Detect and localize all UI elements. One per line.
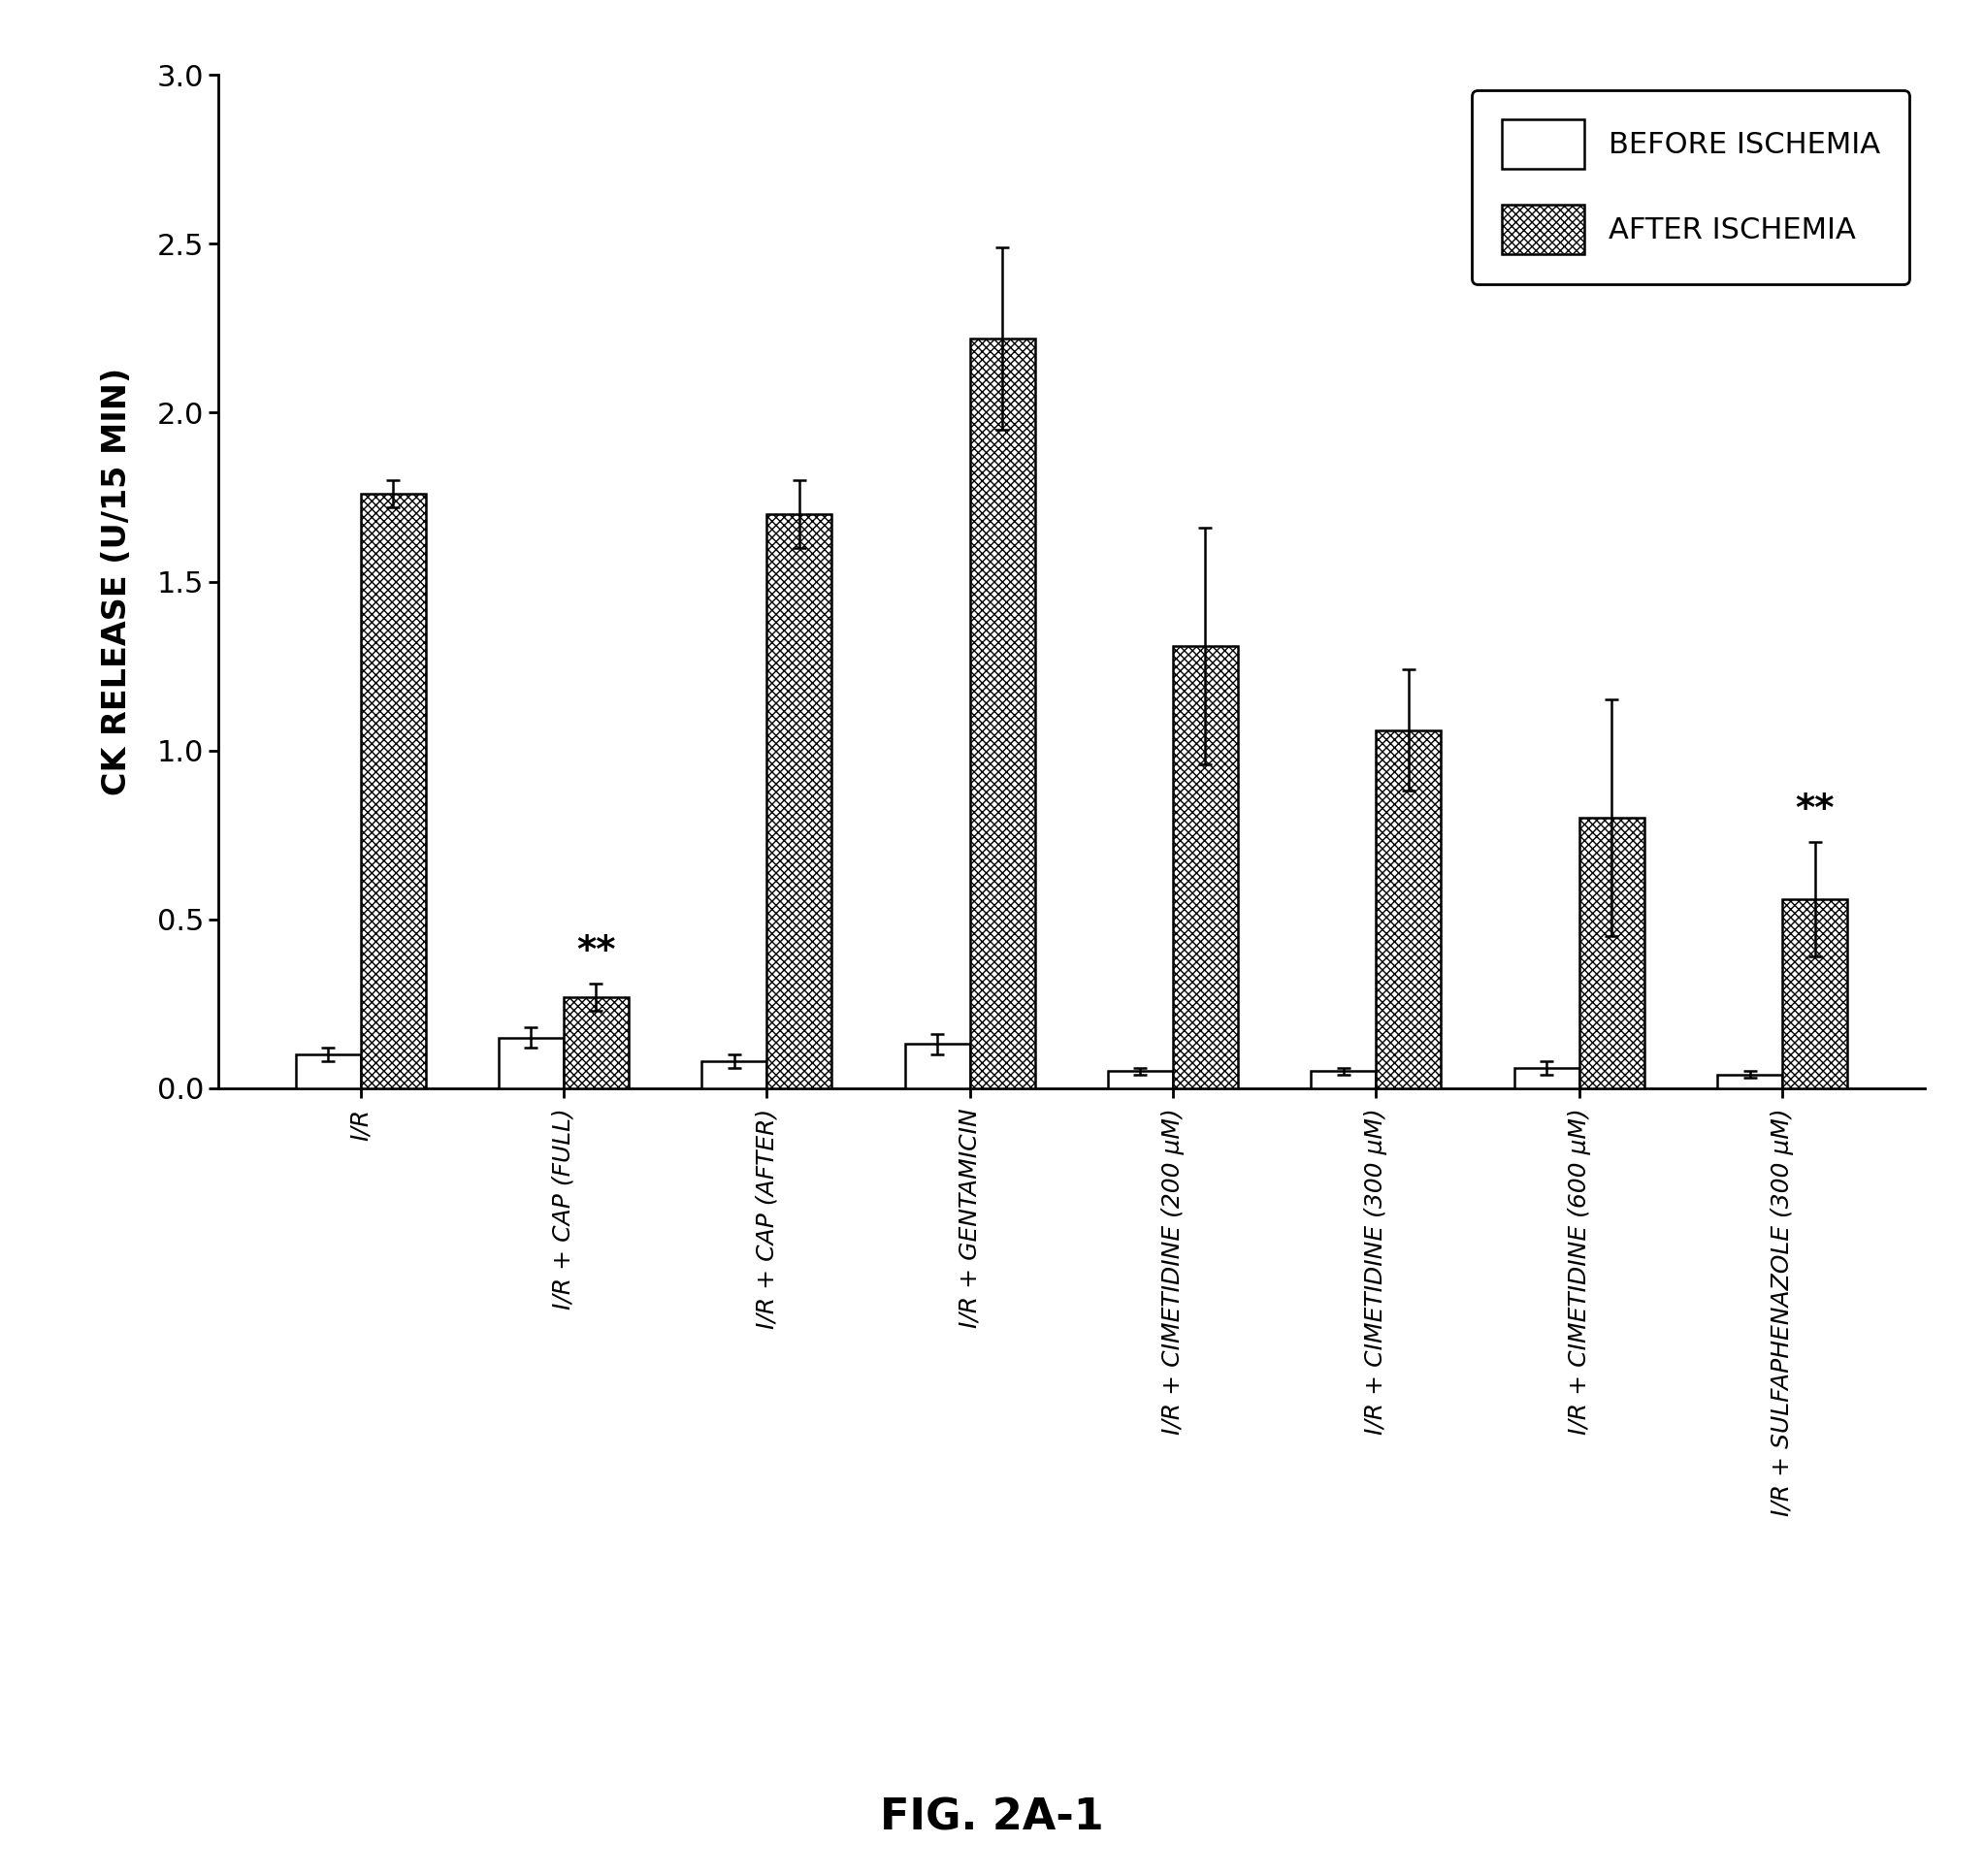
Bar bbox=[1107, 1071, 1173, 1088]
Bar bbox=[702, 1062, 766, 1088]
Bar bbox=[766, 514, 831, 1088]
Bar bbox=[1311, 1071, 1377, 1088]
Bar bbox=[361, 493, 425, 1088]
Bar bbox=[1718, 1075, 1782, 1088]
Bar bbox=[1782, 899, 1847, 1088]
Bar bbox=[1514, 1067, 1579, 1088]
Bar bbox=[1579, 818, 1645, 1088]
Text: **: ** bbox=[1796, 792, 1835, 827]
Bar bbox=[296, 1054, 361, 1088]
Bar bbox=[970, 338, 1036, 1088]
Y-axis label: CK RELEASE (U/15 MIN): CK RELEASE (U/15 MIN) bbox=[101, 368, 133, 795]
Bar bbox=[498, 1037, 563, 1088]
Legend: BEFORE ISCHEMIA, AFTER ISCHEMIA: BEFORE ISCHEMIA, AFTER ISCHEMIA bbox=[1472, 90, 1911, 283]
Bar bbox=[1377, 730, 1440, 1088]
Text: **: ** bbox=[577, 932, 615, 970]
Bar bbox=[1173, 645, 1238, 1088]
Bar bbox=[563, 996, 629, 1088]
Text: FIG. 2A-1: FIG. 2A-1 bbox=[881, 1797, 1103, 1838]
Bar bbox=[905, 1045, 970, 1088]
